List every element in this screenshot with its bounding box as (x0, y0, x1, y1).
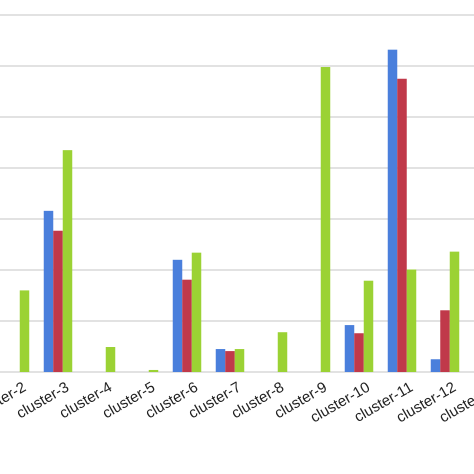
bar (62, 150, 73, 372)
bar (225, 351, 235, 372)
bar (215, 349, 226, 372)
bar (387, 49, 398, 373)
bar (344, 325, 355, 372)
bar (406, 269, 417, 372)
bar (234, 349, 245, 372)
bar (105, 347, 116, 372)
bar (440, 310, 450, 372)
bar (320, 67, 331, 373)
bar (172, 259, 183, 372)
bar (43, 210, 54, 372)
bar (148, 369, 159, 372)
bar (363, 280, 374, 372)
bar (397, 78, 407, 372)
bar (19, 290, 30, 372)
bar (182, 279, 192, 372)
bar (354, 333, 364, 372)
bar (430, 359, 441, 372)
bar (277, 332, 288, 372)
bar (449, 251, 460, 372)
bar (191, 252, 202, 372)
bar (53, 230, 63, 372)
